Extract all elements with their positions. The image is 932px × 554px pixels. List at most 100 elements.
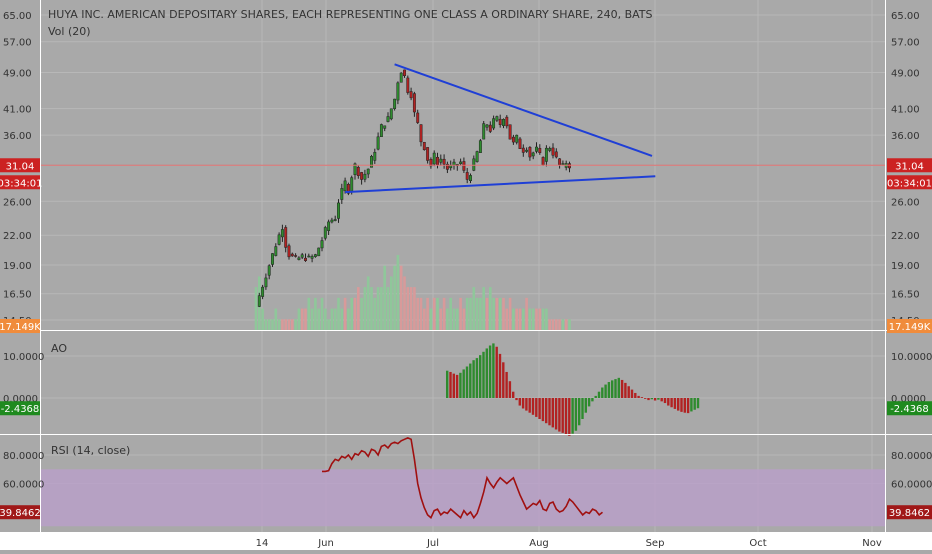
candle-body [422,142,426,150]
candle-body [317,247,321,257]
ao-histogram [446,343,700,436]
volume-bar [419,297,423,330]
price-tick-label-left: 65.00 [3,11,32,22]
candle-body [290,253,294,257]
time-tick-label: Aug [529,538,549,549]
volume-bar [357,287,360,330]
candle-body [300,254,304,258]
ao-bar [587,398,591,407]
time-axis-ticks: 14 Jun Jul Aug Sep Oct Nov [256,538,882,549]
ao-value-badge-left: -2.4368 [1,404,40,415]
time-tick-label: Jul [426,538,439,549]
value-badges: 31.04 31.04 03:34:01 03:34:01 17.149K 17.149K… [0,158,932,520]
candle-body [287,245,291,258]
volume-bars [254,255,571,330]
candle-body [280,229,284,238]
ao-bar [452,373,455,398]
volume-bar [538,308,542,330]
left-price-axis[interactable] [0,0,40,532]
candle-body [370,156,373,168]
ao-bar [459,372,462,398]
right-price-axis[interactable] [886,0,932,532]
volume-bar [406,287,410,330]
chart-title: HUYA INC. AMERICAN DEPOSITARY SHARES, EA… [48,8,653,21]
volume-bar [479,297,482,330]
volume-bar [568,319,571,330]
ao-bar [581,398,584,419]
price-tick-label-right: 41.00 [891,105,920,116]
candle-body [436,156,439,166]
volume-bar [548,319,551,330]
ao-bar [479,355,482,398]
candle-body [525,149,529,152]
volume-bar [327,319,330,330]
ao-bar [558,398,561,432]
candle-body [554,151,558,158]
ao-bar [541,398,545,422]
candle-body [366,168,370,175]
price-tick-label-right: 19.00 [891,261,920,272]
volume-bar [472,287,476,330]
rsi-tick-label-right: 60.0000 [891,480,932,491]
time-tick-label: Jun [317,538,334,549]
countdown-badge-right: 03:34:01 [887,178,932,189]
candle-body [327,221,331,231]
ao-bar [545,398,548,424]
ao-bar [472,360,475,398]
volume-badge-left: 17.149K [0,322,41,333]
ao-bar [508,381,512,398]
candle-body [521,147,525,153]
volume-bar [498,297,502,330]
candle-body [320,240,324,249]
candle-body [498,118,502,125]
volume-bar [307,297,311,330]
ao-bar [469,363,472,398]
candle-body [356,166,360,176]
trendlines[interactable] [345,63,656,194]
volume-bar [442,297,446,330]
volume-bar [281,319,284,330]
ao-bar [505,371,508,398]
time-axis[interactable] [0,532,932,550]
volume-bar [271,319,274,330]
volume-bar [485,297,489,330]
ao-legend: AO [51,342,67,355]
volume-bar [366,276,370,330]
volume-bar [436,297,439,330]
candle-body [544,147,548,162]
ao-bar [528,398,531,413]
volume-bar [310,308,314,330]
ao-bar [548,398,551,426]
ao-bar [683,398,686,413]
volume-bar [492,297,495,330]
volume-bar [360,297,363,330]
price-tick-label-right: 26.00 [891,197,920,208]
candle-body [541,157,545,166]
candle-body [518,138,522,149]
candle-body [478,140,482,153]
volume-bar [274,308,278,330]
ao-bar [455,374,459,398]
candle-body [323,227,327,239]
volume-bar [383,265,386,330]
candle-body [393,98,397,109]
volume-bar [267,319,271,330]
volume-bar [564,319,568,330]
volume-bar [330,308,334,330]
ao-bar [653,398,657,401]
volume-bar [508,297,512,330]
volume-bar [555,319,558,330]
trendline [394,63,653,157]
volume-bar [396,255,400,330]
volume-bar [264,319,268,330]
volume-bar [380,287,383,330]
price-tick-label-left: 22.00 [3,231,32,242]
rsi-axis-ticks: 80.0000 80.0000 60.0000 60.0000 [3,451,932,491]
ao-bar [657,398,660,400]
volume-bar [558,319,561,330]
volume-bar [482,287,485,330]
volume-bar [525,297,528,330]
ao-bar [446,370,449,398]
candle-body [426,147,430,161]
